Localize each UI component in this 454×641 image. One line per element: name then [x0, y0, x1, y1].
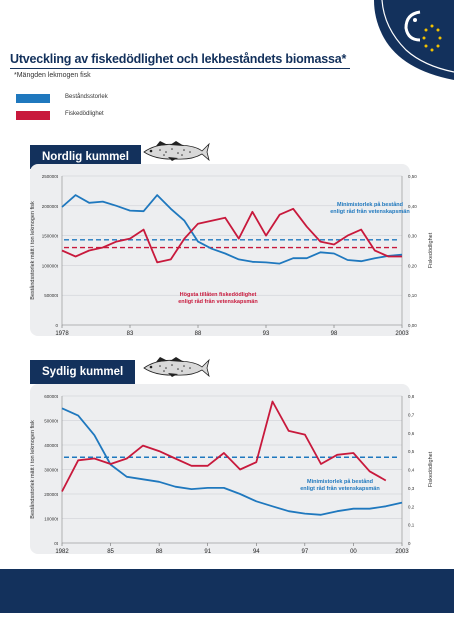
chart-svg: 60000t 50000t 40000t 30000t 20000t 10000t 0t 0,… [29, 384, 434, 555]
y-right-tick-label: 0,2 [408, 504, 415, 509]
chart-svg: 250000t 200000t 150000t 100000t 50000t 0 0,50 0… [29, 164, 434, 337]
x-tick-label: 1982 [55, 549, 69, 555]
legend-label-mortality: Fiskedödlighet [65, 111, 104, 117]
fish-illustration-icon [143, 141, 210, 162]
series-line-mortality [61, 400, 387, 492]
legend-swatch-mortality [16, 111, 50, 120]
page-title: Utveckling av fiskedödlighet och lekbest… [10, 52, 347, 66]
y-right-tick-label: 0,10 [408, 293, 417, 298]
series-line-mortality [61, 207, 402, 264]
page-subtitle: *Mängden lekmogen fisk [14, 72, 91, 79]
y-left-tick-label: 20000t [44, 492, 59, 497]
fish-eu-stars-icon [374, 0, 454, 80]
series-line-stock [61, 407, 403, 516]
annotation-min-stock: Minimistorlek på bestånd enligt råd från … [300, 478, 380, 492]
y-left-tick-label: 0 [55, 323, 58, 328]
x-tick-label: 00 [350, 549, 357, 555]
y-right-tick-label: 0 [408, 541, 411, 546]
y-right-tick-label: 0,6 [408, 431, 415, 436]
title-divider [10, 68, 350, 69]
series-line-stock [61, 194, 403, 265]
y-right-axis-label: Fiskedödlighet [428, 232, 434, 268]
y-left-tick-label: 100000t [42, 263, 59, 268]
y-left-tick-label: 200000t [42, 204, 59, 209]
legend-swatch-stock [16, 94, 50, 103]
y-left-axis-label: Beståndsstorlek mätt i ton lekmogen fisk [29, 420, 36, 519]
x-tick-label: 98 [331, 331, 338, 337]
legend-label-stock: Beståndsstorlek [65, 94, 108, 100]
x-tick-label: 2003 [395, 331, 409, 337]
y-left-tick-label: 250000t [42, 174, 59, 179]
footer-band [0, 569, 454, 613]
x-tick-label: 97 [302, 549, 309, 555]
x-tick-label: 1978 [55, 331, 69, 337]
x-tick-label: 83 [127, 331, 134, 337]
y-right-tick-label: 0,30 [408, 234, 417, 239]
legend-item-mortality: Fiskedödlighet [16, 111, 136, 121]
annotation-max-mortality: Högsta tillåten fiskedödlighet enligt råd… [178, 291, 258, 305]
y-left-tick-label: 60000t [44, 394, 59, 399]
y-right-tick-label: 0,4 [408, 468, 415, 473]
y-left-axis-label: Beståndsstorlek mätt i ton lekmogen fisk [29, 201, 36, 300]
y-left-tick-label: 10000t [44, 517, 59, 522]
y-right-tick-label: 0,3 [408, 486, 415, 491]
chart-sydlig-kummel: Sydlig kummel 60000t 50000t 40000t 30000t 20… [0, 356, 454, 556]
x-tick-label: 93 [263, 331, 270, 337]
y-right-tick-label: 0,00 [408, 323, 417, 328]
legend-item-stock: Beståndsstorlek [16, 94, 136, 104]
x-tick-label: 85 [107, 549, 114, 555]
x-tick-label: 88 [156, 549, 163, 555]
chart-title: Sydlig kummel [30, 360, 136, 384]
y-left-tick-label: 50000t [44, 419, 59, 424]
y-right-tick-label: 0,40 [408, 204, 417, 209]
x-tick-label: 91 [204, 549, 211, 555]
y-left-tick-label: 30000t [44, 468, 59, 473]
x-tick-label: 88 [195, 331, 202, 337]
x-tick-label: 94 [253, 549, 260, 555]
chart-nordlig-kummel: Nordlig kummel 250000t 200000t 150000t 1000… [0, 140, 454, 340]
plot-panel [30, 164, 410, 336]
y-left-tick-label: 150000t [42, 234, 59, 239]
y-right-axis-label: Fiskedödlighet [428, 451, 434, 487]
annotation-min-stock: Minimistorlek på bestånd enligt råd från … [330, 201, 410, 215]
x-tick-label: 2003 [395, 549, 409, 555]
y-right-tick-label: 0,50 [408, 174, 417, 179]
fish-illustration-icon [143, 357, 210, 378]
y-right-tick-label: 0,7 [408, 412, 415, 417]
y-right-tick-label: 0,5 [408, 449, 415, 454]
y-left-tick-label: 50000t [44, 293, 59, 298]
y-left-tick-label: 0t [54, 541, 59, 546]
plot-panel [30, 384, 410, 554]
y-right-tick-label: 0,20 [408, 263, 417, 268]
y-left-tick-label: 40000t [44, 443, 59, 448]
y-right-tick-label: 0,1 [408, 523, 415, 528]
y-right-tick-label: 0,8 [408, 394, 415, 399]
